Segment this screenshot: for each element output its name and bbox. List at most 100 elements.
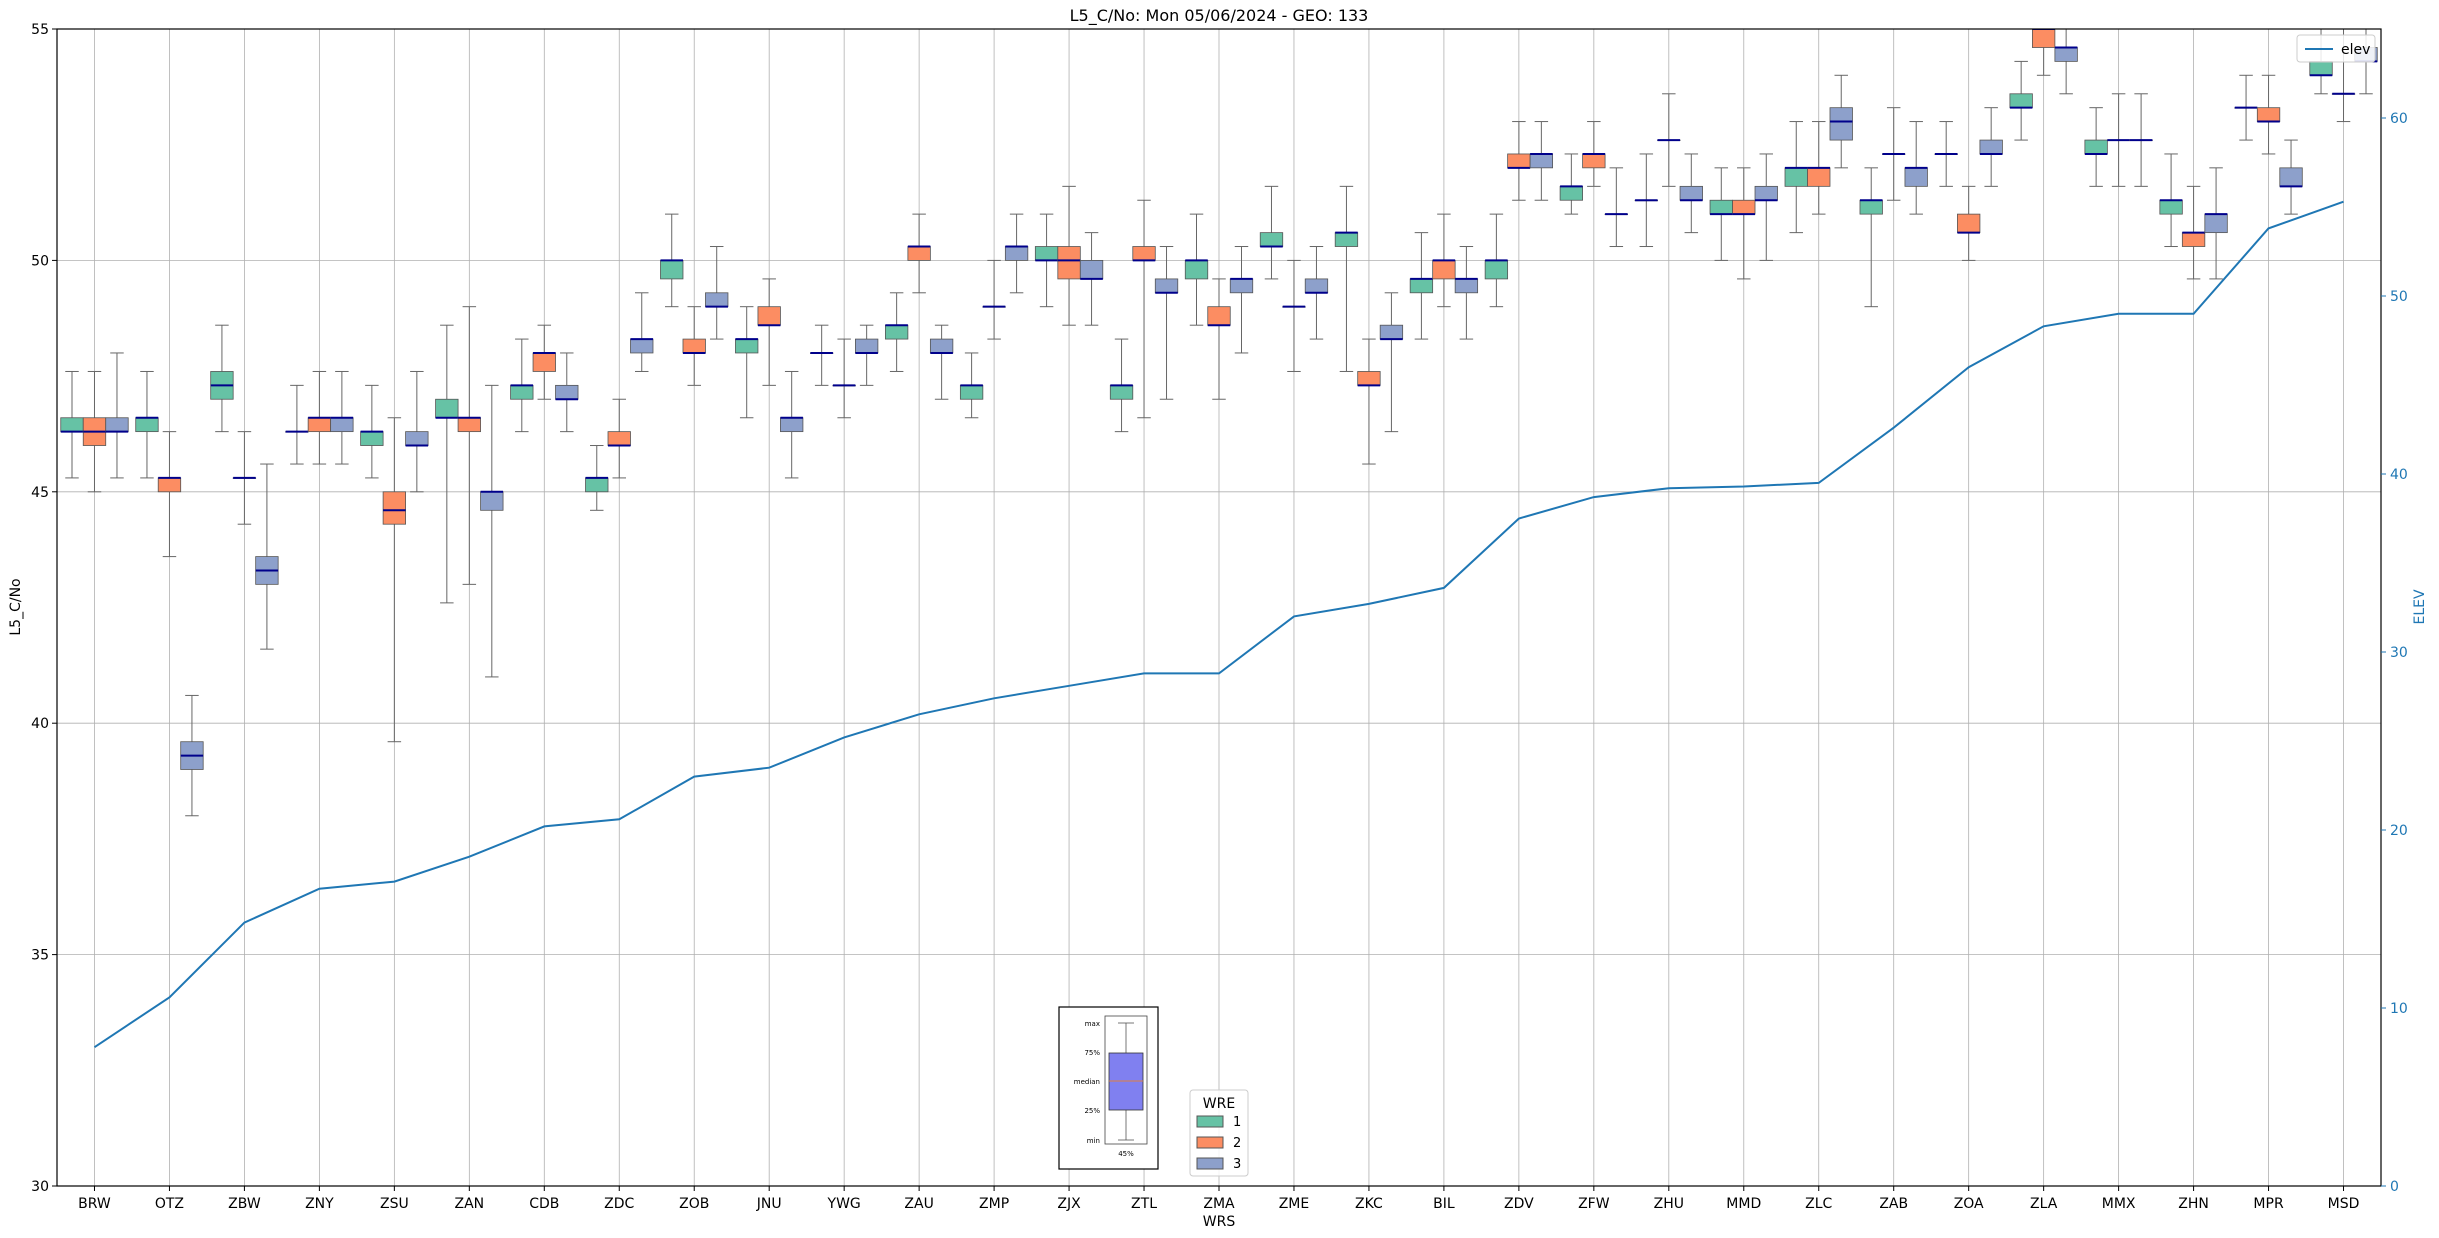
x-tick-label: YWG [827,1196,861,1212]
y-tick-label: 30 [31,1179,49,1195]
box-zau-wre2 [907,246,931,261]
x-tick-label: ZMA [1203,1196,1235,1212]
box-key-label-q3: 75% [1084,1049,1100,1057]
box-zdv-wre3 [1529,153,1554,169]
box-zan-wre1 [435,398,459,419]
box-zma-wre2 [1207,306,1231,326]
grid-layer [57,28,2381,1187]
x-tick-label: ZHN [2178,1196,2209,1212]
x-tick-label: ZLA [2030,1196,2058,1212]
x-tick-label: ZKC [1355,1196,1383,1212]
wre-legend-swatch-3 [1196,1157,1224,1170]
elev-layer [93,200,2344,1049]
box-zhu-wre3 [1679,185,1703,201]
y-tick-label: 55 [31,22,49,38]
box-cdb-wre2 [532,352,556,372]
y-right-tick-label: 50 [2390,289,2408,305]
box-key-label-q1: 25% [1084,1107,1100,1115]
box-zdc-wre2 [607,431,631,446]
x-tick-label: MPR [2253,1196,2284,1212]
x-tick-label: ZNY [305,1196,334,1212]
x-tick-label: ZSU [380,1196,409,1212]
x-tick-label: CDB [529,1196,559,1212]
box-key-label-median: median [1074,1078,1100,1086]
box-zny-wre2 [307,417,332,433]
x-tick-label: ZBW [228,1196,261,1212]
box-zob-wre3 [705,292,729,308]
box-zlc-wre2 [1807,167,1831,187]
box-zob-wre2 [682,338,706,354]
box-zan-wre2 [457,417,481,433]
x-tick-label: ZMP [979,1196,1009,1212]
x-tick-label: ZFW [1578,1196,1610,1212]
x-tick-label: BIL [1433,1196,1455,1212]
box-zme-wre1 [1259,232,1284,247]
box-key-label-min: min [1087,1137,1100,1145]
box-zfw-wre1 [1559,185,1583,201]
box-brw-wre3 [105,417,129,433]
box-zjx-wre1 [1034,246,1059,261]
y-tick-label: 50 [31,253,49,269]
box-zsu-wre2 [382,491,407,525]
x-tick-label: ZOA [1954,1196,1984,1212]
box-zlc-wre1 [1784,167,1808,187]
box-zmp-wre3 [1004,246,1029,261]
x-tick-label: ZDC [604,1196,634,1212]
box-bil-wre1 [1409,278,1434,294]
x-tick-label: ZAU [904,1196,933,1212]
y-right-tick-label: 30 [2390,645,2408,661]
box-jnu-wre2 [757,306,781,326]
box-zhn-wre2 [2181,232,2206,247]
box-zny-wre3 [330,417,354,433]
box-zkc-wre3 [1379,324,1404,340]
x-axis-label: WRS [1203,1214,1236,1230]
box-zma-wre3 [1229,278,1254,294]
box-zan-wre3 [480,491,504,511]
box-jnu-wre3 [780,417,804,433]
elev-legend-frame [2296,34,2376,63]
wre-legend-swatch-2 [1196,1136,1224,1149]
box-ywg-wre3 [855,338,879,354]
box-key-inset: max 75% median 25% min 45% [1058,1006,1159,1170]
box-mmx-wre1 [2084,139,2108,155]
box-zme-wre3 [1304,278,1329,294]
x-tick-label: MSD [2328,1196,2360,1212]
box-ztl-wre1 [1109,384,1134,400]
box-bil-wre3 [1454,278,1479,294]
box-key-label-max: max [1085,1020,1100,1028]
box-ztl-wre2 [1132,246,1156,261]
box-ztl-wre3 [1154,278,1179,294]
box-zdv-wre2 [1507,153,1531,169]
box-mpr-wre2 [2256,107,2281,122]
box-zkc-wre1 [1334,232,1359,247]
box-zfw-wre2 [1582,153,1606,169]
box-zdv-wre1 [1484,259,1509,280]
y-axis-left: 30 35 40 45 50 55 [31,22,57,1195]
box-zsu-wre3 [405,431,429,446]
y-right-tick-label: 60 [2390,111,2408,127]
box-zoa-wre2 [1957,213,1981,234]
elev-legend-label: elev [2341,42,2370,58]
x-tick-label: MMD [1726,1196,1761,1212]
box-otz-wre1 [135,417,159,433]
box-cdb-wre1 [510,384,534,400]
box-zmp-wre1 [959,384,984,400]
box-zla-wre2 [2032,29,2056,48]
x-tick-label: ZME [1279,1196,1310,1212]
box-zma-wre1 [1184,259,1209,280]
box-mmd-wre1 [1709,199,1733,215]
box-zjx-wre3 [1079,259,1104,280]
x-tick-label: ZTL [1131,1196,1157,1212]
wre-legend-title: WRE [1203,1096,1235,1112]
box-mpr-wre3 [2279,167,2303,187]
box-zab-wre1 [1859,199,1883,215]
x-tick-label: MMX [2102,1196,2136,1212]
wre-legend-label-1: 1 [1233,1115,1241,1130]
box-zoa-wre3 [1979,139,2003,155]
y-tick-label: 35 [31,948,49,964]
y-right-tick-label: 20 [2390,823,2408,839]
box-zdc-wre3 [630,338,654,354]
wre-legend-label-2: 2 [1233,1136,1241,1151]
wre-legend-frame [1189,1089,1249,1177]
y-axis-right: 0 10 20 30 40 50 60 [2381,111,2408,1195]
